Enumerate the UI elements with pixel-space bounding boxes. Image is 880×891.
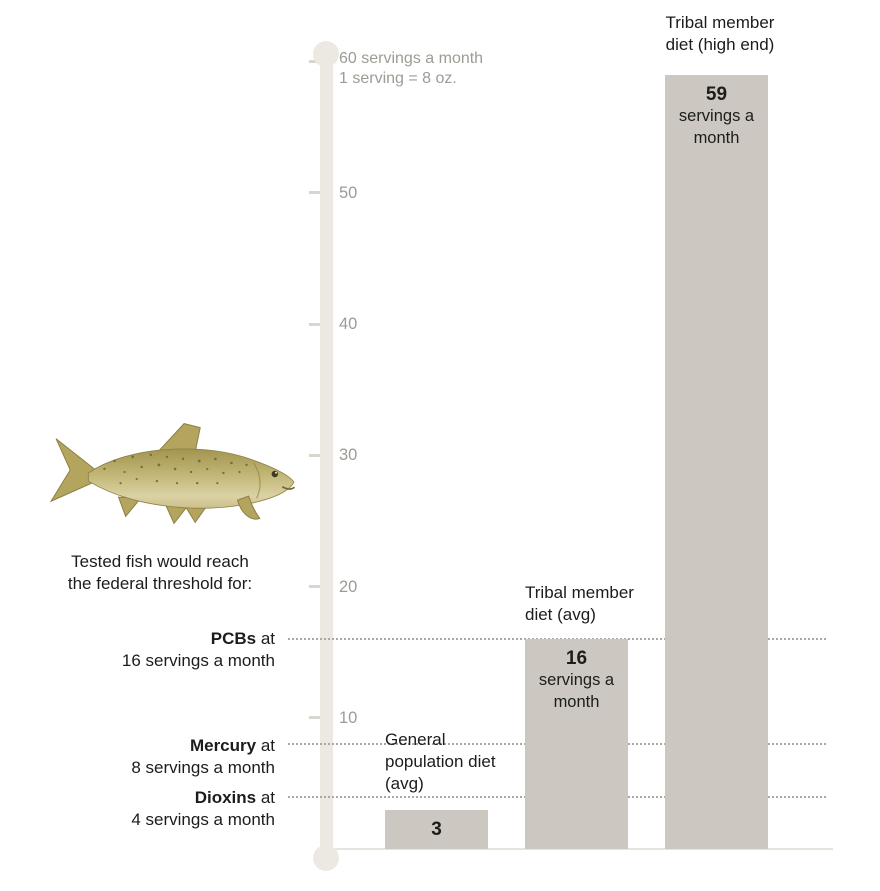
bar-value-number: 3 xyxy=(431,818,442,840)
axis-tick xyxy=(309,191,320,195)
threshold-name: Mercury xyxy=(189,736,257,755)
axis-tick xyxy=(309,585,320,588)
x-axis-baseline xyxy=(320,848,833,850)
axis-tick xyxy=(309,322,320,326)
y-axis-top-cap xyxy=(313,41,339,67)
fish-dorsal-fin xyxy=(157,423,201,453)
bar-value-label: 59 servings a month xyxy=(665,75,768,149)
fish-speckles xyxy=(103,453,248,485)
axis-note-line1: 60 servings a month xyxy=(339,50,484,67)
threshold-label-line1: Dioxins at xyxy=(45,787,275,809)
intro-line1: Tested fish would reach xyxy=(71,552,249,571)
fish-gill-line xyxy=(253,462,261,499)
fish-illustration xyxy=(49,423,295,525)
bar: 16 servings a month xyxy=(525,639,628,849)
threshold-detail: 8 servings a month xyxy=(131,758,275,777)
axis-tick-label: 20 xyxy=(339,577,358,596)
axis-tick xyxy=(309,453,320,457)
fish-tail-fin xyxy=(49,438,97,503)
category-label-tribal-high-end: Tribal member diet (high end) xyxy=(665,13,775,54)
threshold-suffix: at xyxy=(256,736,275,755)
threshold-name: Dioxins xyxy=(194,788,257,807)
bar-value-label: 16 servings a month xyxy=(525,639,628,713)
fish-pectoral-fin xyxy=(236,495,261,520)
bar-value-caption: servings a month xyxy=(678,106,755,147)
intro-text: Tested fish would reach the federal thre… xyxy=(45,551,275,595)
bar-value-caption: servings a month xyxy=(538,671,615,711)
axis-note: 60 servings a month 1 serving = 8 oz. xyxy=(339,49,483,89)
axis-tick-label: 50 xyxy=(339,183,358,202)
threshold-label-dioxins: Dioxins at 4 servings a month xyxy=(45,787,275,831)
axis-tick-label: 40 xyxy=(339,315,358,333)
bar: 59 servings a month xyxy=(665,74,768,849)
category-label-tribal-avg: Tribal member diet (avg) xyxy=(525,583,634,624)
threshold-detail: 16 servings a month xyxy=(121,651,275,670)
bar-value-label: 3 xyxy=(385,810,488,840)
category-label-general-population: General population diet (avg) xyxy=(385,730,496,793)
bar-value-number: 59 xyxy=(705,83,728,105)
fish-body xyxy=(87,448,295,509)
fish-eye-highlight xyxy=(275,471,278,474)
threshold-label-line1: Mercury at xyxy=(45,735,275,757)
fish-eye xyxy=(271,470,279,478)
threshold-suffix: at xyxy=(256,629,275,648)
axis-tick-label: 30 xyxy=(339,446,358,465)
axis-note-line2: 1 serving = 8 oz. xyxy=(339,70,457,87)
y-axis-bottom-cap xyxy=(313,845,339,871)
axis-tick xyxy=(309,716,320,720)
fish-mouth xyxy=(282,486,295,490)
threshold-name: PCBs xyxy=(210,629,257,648)
threshold-label-line1: PCBs at xyxy=(45,628,275,650)
bar-value-number: 16 xyxy=(565,648,588,669)
y-axis-bar xyxy=(320,52,333,858)
threshold-suffix: at xyxy=(256,788,275,807)
bar: 3 xyxy=(385,809,488,849)
axis-tick-label: 10 xyxy=(339,708,358,727)
threshold-label-pcbs: PCBs at 16 servings a month xyxy=(45,628,275,672)
threshold-detail: 4 servings a month xyxy=(131,810,275,829)
intro-line2: the federal threshold for: xyxy=(67,574,253,593)
threshold-label-mercury: Mercury at 8 servings a month xyxy=(45,735,275,779)
